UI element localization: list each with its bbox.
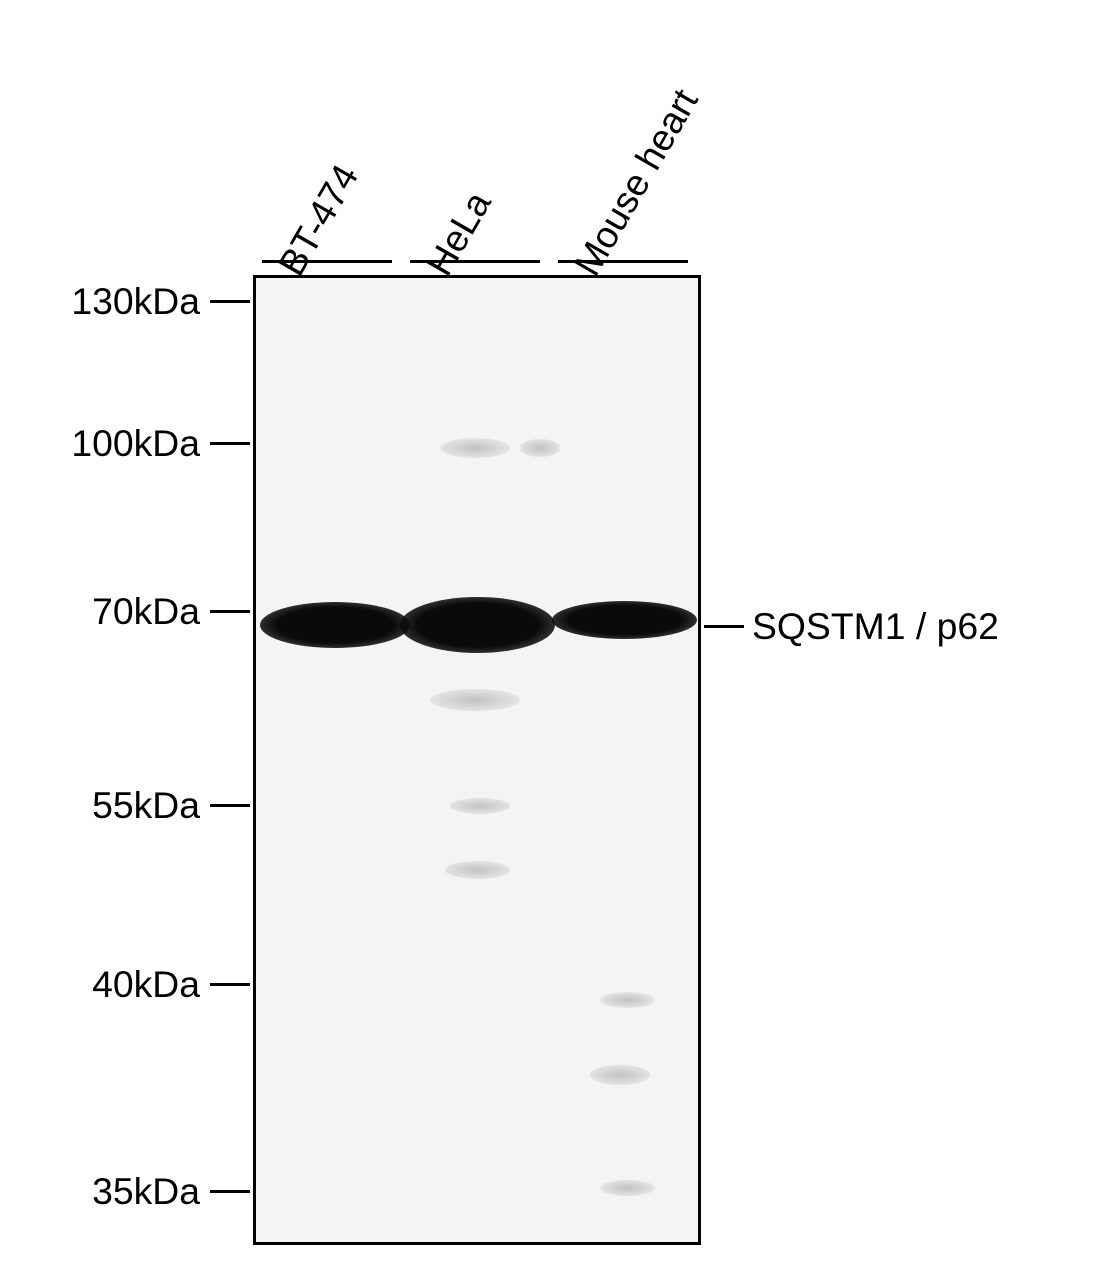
faint-band [600,1180,655,1196]
faint-band [430,689,520,711]
western-blot-figure: SQSTM1 / p62 130kDa 100kDa 70kDa 55kDa 40kDa… [0,0,1093,1280]
faint-band [600,992,655,1008]
faint-band [590,1065,650,1085]
mw-marker-label: 70kDa [92,590,200,633]
lane-label: HeLa [418,184,500,283]
blot-membrane [253,275,701,1245]
mw-marker-label: 40kDa [92,963,200,1006]
mw-marker-label: 55kDa [92,784,200,827]
mw-marker-tick [210,610,250,613]
mw-marker-tick [210,442,250,445]
band-annotation-tick [704,625,744,628]
protein-band [260,602,410,648]
protein-band [552,601,697,639]
mw-marker-label: 100kDa [71,422,200,465]
lane-label: Mouse heart [566,82,707,283]
protein-band [400,597,555,653]
faint-band [440,438,510,458]
mw-marker-tick [210,300,250,303]
lane-label: BT-474 [270,157,367,283]
mw-marker-label: 35kDa [92,1170,200,1213]
faint-band [445,861,510,879]
mw-marker-label: 130kDa [71,280,200,323]
faint-band [450,798,510,814]
band-annotation-label: SQSTM1 / p62 [752,605,999,648]
faint-band [520,439,560,457]
mw-marker-tick [210,1190,250,1193]
mw-marker-tick [210,804,250,807]
mw-marker-tick [210,983,250,986]
